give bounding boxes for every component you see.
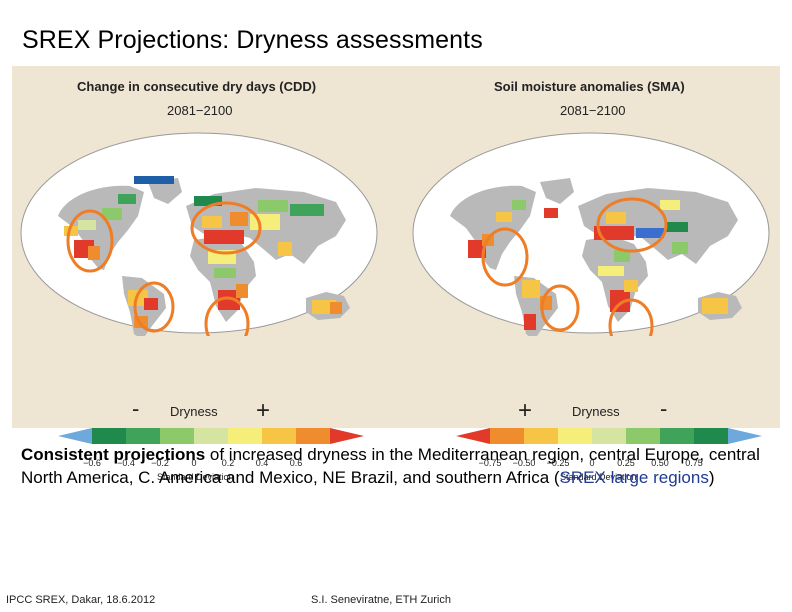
circle-mediterranean [190,201,262,255]
legend-tick-label: 0 [589,458,594,468]
projection-figure: Change in consecutive dry days (CDD) 208… [12,66,780,482]
legend-caption: Standard Deviation [560,472,637,482]
legend-color-step [490,428,524,444]
legend-tick-label: 0.4 [256,458,269,468]
legend-dryness-label: Dryness [170,404,218,419]
cdd-legend: - Dryness + −0.6 −0.4 −0.2 0 0.2 0.4 0.6 Stand… [58,396,364,482]
legend-plus-sign: + [256,397,270,424]
north-america-land [58,185,144,270]
body-tail: ) [708,468,715,487]
cdd-highlight-circles [66,201,262,336]
footer-center: S.I. Seneviratne, ETH Zurich [311,594,451,606]
legend-tick-label: 0.6 [290,458,303,468]
legend-color-step [126,428,160,444]
circle-ne-brazil [133,281,175,333]
legend-color-step [296,428,330,444]
legend-plus-sign: + [518,397,532,424]
cdd-world-map [20,132,378,336]
cdd-tick-labels: −0.6 −0.4 −0.2 0 0.2 0.4 0.6 [83,458,302,468]
greenland-land [540,178,574,204]
body-main-text: of increased dryness in the Mediterranea… [21,445,760,487]
legend-color-step [456,428,490,444]
legend-tick-label: 0 [191,458,196,468]
sma-legend: + Dryness - −0.75 −0.50 −0.25 0 0.25 0.50 0.75… [456,396,762,482]
legend-color-step [330,428,364,444]
greenland-land [148,178,182,204]
legend-color-step [262,428,296,444]
legend-tick-label: −0.2 [151,458,169,468]
legend-color-step [694,428,728,444]
cdd-panel-period: 2081−2100 [167,103,233,118]
legend-caption: Standard Deviation [157,472,234,482]
legend-color-step [228,428,262,444]
cdd-color-bar [58,428,364,444]
legend-tick-label: −0.75 [479,458,502,468]
footer-left: IPCC SREX, Dakar, 18.6.2012 [6,594,156,606]
legend-color-step [160,428,194,444]
legend-color-step [660,428,694,444]
circle-southern-africa [608,298,654,336]
legend-color-step [728,428,762,444]
legend-tick-label: 0.50 [651,458,669,468]
legend-color-step [524,428,558,444]
sma-anomaly-patches [468,200,728,330]
slide-title: SREX Projections: Dryness assessments [22,26,483,54]
legend-tick-label: 0.75 [685,458,703,468]
legend-color-step [92,428,126,444]
legend-tick-label: −0.25 [547,458,570,468]
sma-highlight-circles [481,197,668,336]
eurasia-land [578,188,738,264]
legend-minus-sign: - [660,396,667,421]
sma-tick-labels: −0.75 −0.50 −0.25 0 0.25 0.50 0.75 [479,458,703,468]
legend-tick-label: 0.2 [222,458,235,468]
circle-north-america [66,209,114,273]
legend-tick-label: 0.25 [617,458,635,468]
circle-mediterranean [596,197,668,253]
map-ocean-outline [20,132,378,334]
body-text: Consistent projections of increased dryn… [21,443,786,489]
sma-panel-period: 2081−2100 [560,103,626,118]
sma-color-bar [456,428,762,444]
circle-ne-brazil [540,284,580,332]
body-lead: Consistent projections [21,445,206,464]
circle-north-america [481,227,529,287]
legend-color-step [58,428,92,444]
cdd-anomaly-patches [64,176,342,328]
legend-color-step [592,428,626,444]
legend-color-step [194,428,228,444]
legend-color-step [558,428,592,444]
sma-world-map [412,132,770,336]
srex-regions-link: SREX large regions [559,468,709,487]
legend-tick-label: −0.6 [83,458,101,468]
legend-dryness-label: Dryness [572,404,620,419]
circle-southern-africa [204,296,250,336]
legend-tick-label: −0.4 [117,458,135,468]
cdd-panel-title: Change in consecutive dry days (CDD) [77,79,317,94]
legend-minus-sign: - [132,396,139,421]
sma-panel-title: Soil moisture anomalies (SMA) [494,79,685,94]
map-ocean-outline [412,132,770,334]
legend-color-step [626,428,660,444]
legend-tick-label: −0.50 [513,458,536,468]
